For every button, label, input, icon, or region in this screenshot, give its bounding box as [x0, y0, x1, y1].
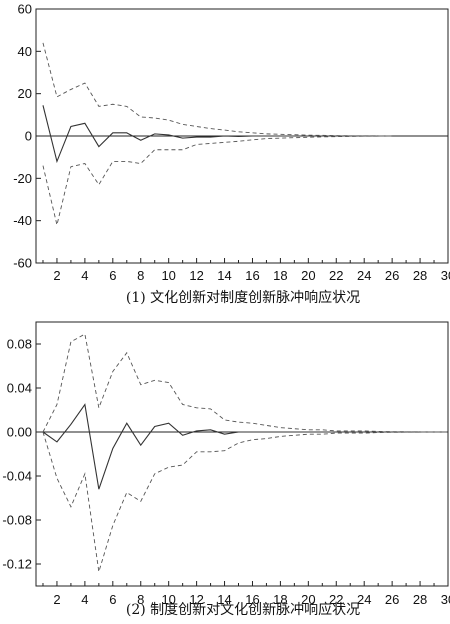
x-tick-label: 8 [137, 592, 144, 607]
x-tick-label: 24 [357, 268, 371, 283]
series-group [42, 333, 448, 572]
y-tick-label: -0.04 [2, 469, 32, 484]
y-tick-label: -40 [13, 213, 32, 228]
plot-frame [35, 321, 449, 587]
x-tick-label: 26 [385, 268, 399, 283]
chart-2: 0.080.040.00-0.04-0.08-0.12 2 4 6 8 10 12 14 16… [2, 321, 450, 618]
x-tick-label: 2 [53, 592, 60, 607]
x-tick-label: 2 [53, 268, 60, 283]
chart-title: (1) 文化创新对制度创新脉冲响应状况 [126, 289, 360, 306]
x-tick-label: 10 [161, 592, 175, 607]
series-lower-line [42, 431, 448, 572]
x-tick-label: 24 [357, 592, 371, 607]
x-tick-label: 10 [161, 268, 175, 283]
series-response-line [42, 105, 393, 164]
y-tick-label: 0.04 [7, 381, 32, 396]
x-tick-label: 26 [385, 592, 399, 607]
x-tick-label: 22 [329, 268, 343, 283]
x-tick-label: 14 [217, 268, 231, 283]
y-tick-label: -20 [13, 171, 32, 186]
x-axis: 24681012141618202224262830 [42, 258, 450, 283]
y-tick-label: 0.00 [7, 425, 32, 440]
x-tick-label: 12 [189, 592, 203, 607]
x-tick-label: 4 [81, 592, 88, 607]
x-tick-label: 30 [441, 268, 450, 283]
x-tick-label: 22 [329, 592, 343, 607]
series-lower-line [42, 135, 393, 226]
y-tick-label: 20 [18, 86, 32, 101]
x-tick-label: 4 [81, 268, 88, 283]
series-response-line [42, 403, 448, 490]
y-tick-label: -60 [13, 256, 32, 271]
x-tick-label: 30 [441, 592, 450, 607]
x-tick-label: 12 [189, 268, 203, 283]
y-axis: 60 40 20 0 -20 -40 -60 [13, 2, 41, 271]
series-upper-line [42, 42, 393, 137]
y-tick-label: -0.12 [2, 557, 32, 572]
x-tick-label: 18 [273, 268, 287, 283]
x-tick-label: 8 [137, 268, 144, 283]
y-tick-label: -0.08 [2, 513, 32, 528]
x-axis: 24681012141618202224262830 [42, 581, 450, 607]
series-group [42, 42, 393, 226]
y-tick-label: 40 [18, 44, 32, 59]
x-tick-label: 6 [109, 592, 116, 607]
series-upper-line [42, 333, 448, 433]
y-tick-label: 60 [18, 2, 32, 17]
x-tick-label: 14 [217, 592, 231, 607]
y-tick-label: 0.08 [7, 337, 32, 352]
chart-title: (2) 制度创新对文化创新脉冲响应状况 [126, 601, 360, 618]
x-tick-label: 20 [301, 268, 315, 283]
x-tick-label: 16 [245, 268, 259, 283]
x-tick-label: 28 [413, 268, 427, 283]
y-tick-label: 0 [25, 129, 32, 144]
y-axis: 0.08 0.04 0.00 -0.04 -0.08 -0.12 [2, 337, 41, 572]
x-tick-label: 28 [413, 592, 427, 607]
x-tick-label: 18 [273, 592, 287, 607]
x-tick-label: 16 [245, 592, 259, 607]
x-tick-label: 20 [301, 592, 315, 607]
x-tick-label: 6 [109, 268, 116, 283]
